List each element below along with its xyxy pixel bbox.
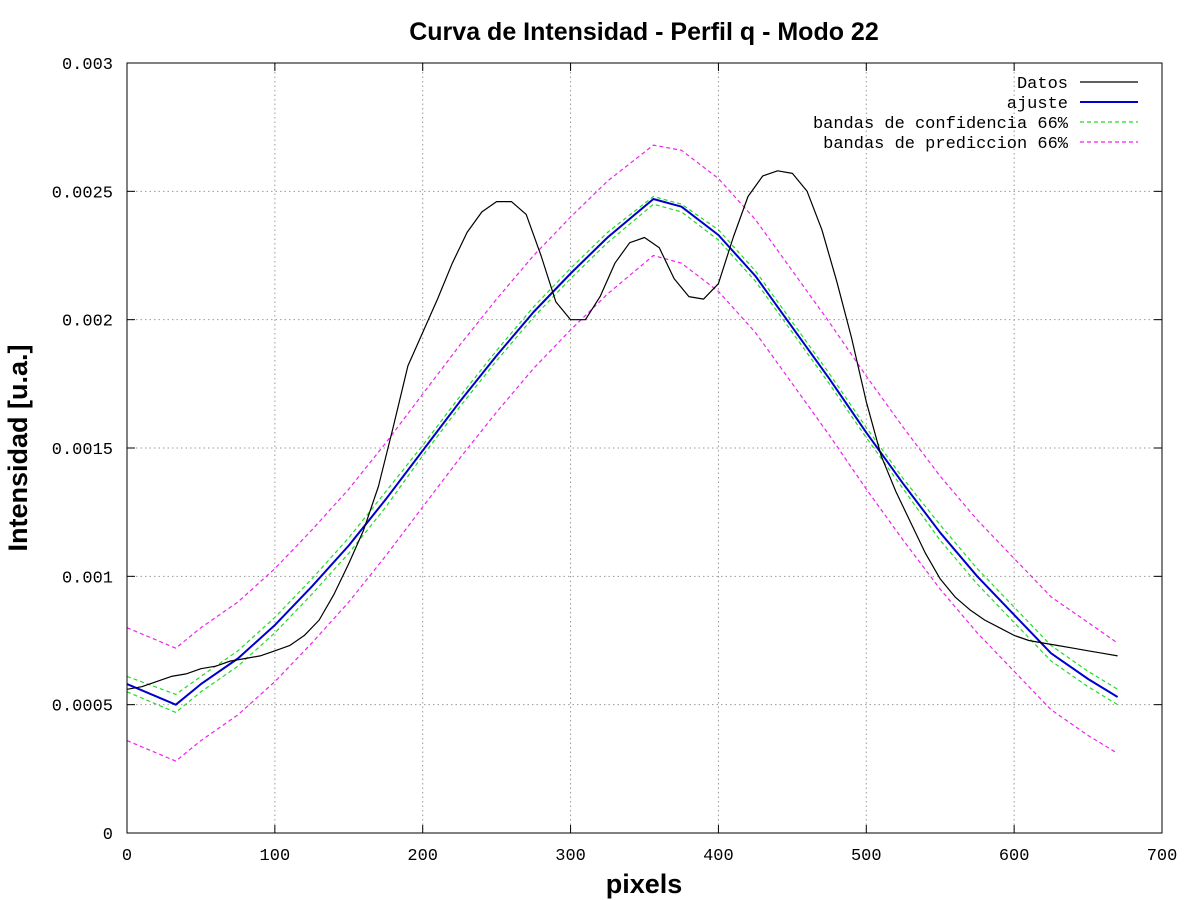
y-tick-label: 0.0005 [52, 698, 113, 717]
x-axis-label: pixels [606, 869, 683, 899]
series-ajuste-line [126, 198, 1119, 706]
y-tick-label: 0.002 [62, 313, 113, 332]
x-tick-label: 0 [122, 847, 132, 866]
y-tick-label: 0.003 [62, 56, 113, 75]
x-tick-label: 600 [999, 847, 1030, 866]
y-axis-label: Intensidad [u.a.] [3, 344, 33, 551]
x-tick-label: 700 [1147, 847, 1178, 866]
y-tick-label: 0 [103, 826, 113, 845]
series-datos-line [126, 170, 1118, 690]
plot-frame [126, 62, 1163, 834]
x-tick-label: 300 [555, 847, 586, 866]
legend-confidencia-label: bandas de confidencia 66% [813, 115, 1069, 134]
x-tick-label: 200 [407, 847, 438, 866]
chart-title: Curva de Intensidad - Perfil q - Modo 22 [409, 18, 879, 46]
y-tick-label: 0.0025 [52, 184, 113, 203]
legend-datos-label: Datos [1017, 75, 1068, 94]
series-prediction-band-lower [126, 254, 1118, 762]
axis-ticks: 0 100 200 300 400 500 600 700 0 0.0005 0.001 0.0015… [52, 56, 1178, 866]
legend-prediccion-label: bandas de prediccion 66% [823, 135, 1069, 154]
series-lines [126, 144, 1119, 762]
x-tick-label: 400 [703, 847, 734, 866]
grid [127, 63, 1162, 833]
y-tick-label: 0.0015 [52, 441, 113, 460]
series-prediction-band-upper [126, 144, 1118, 649]
x-tick-label: 100 [260, 847, 291, 866]
legend-ajuste-label: ajuste [1007, 95, 1068, 114]
series-confidence-band-lower [126, 203, 1118, 714]
series-confidence-band-upper [126, 195, 1118, 696]
y-tick-label: 0.001 [62, 569, 113, 588]
x-tick-label: 500 [851, 847, 882, 866]
